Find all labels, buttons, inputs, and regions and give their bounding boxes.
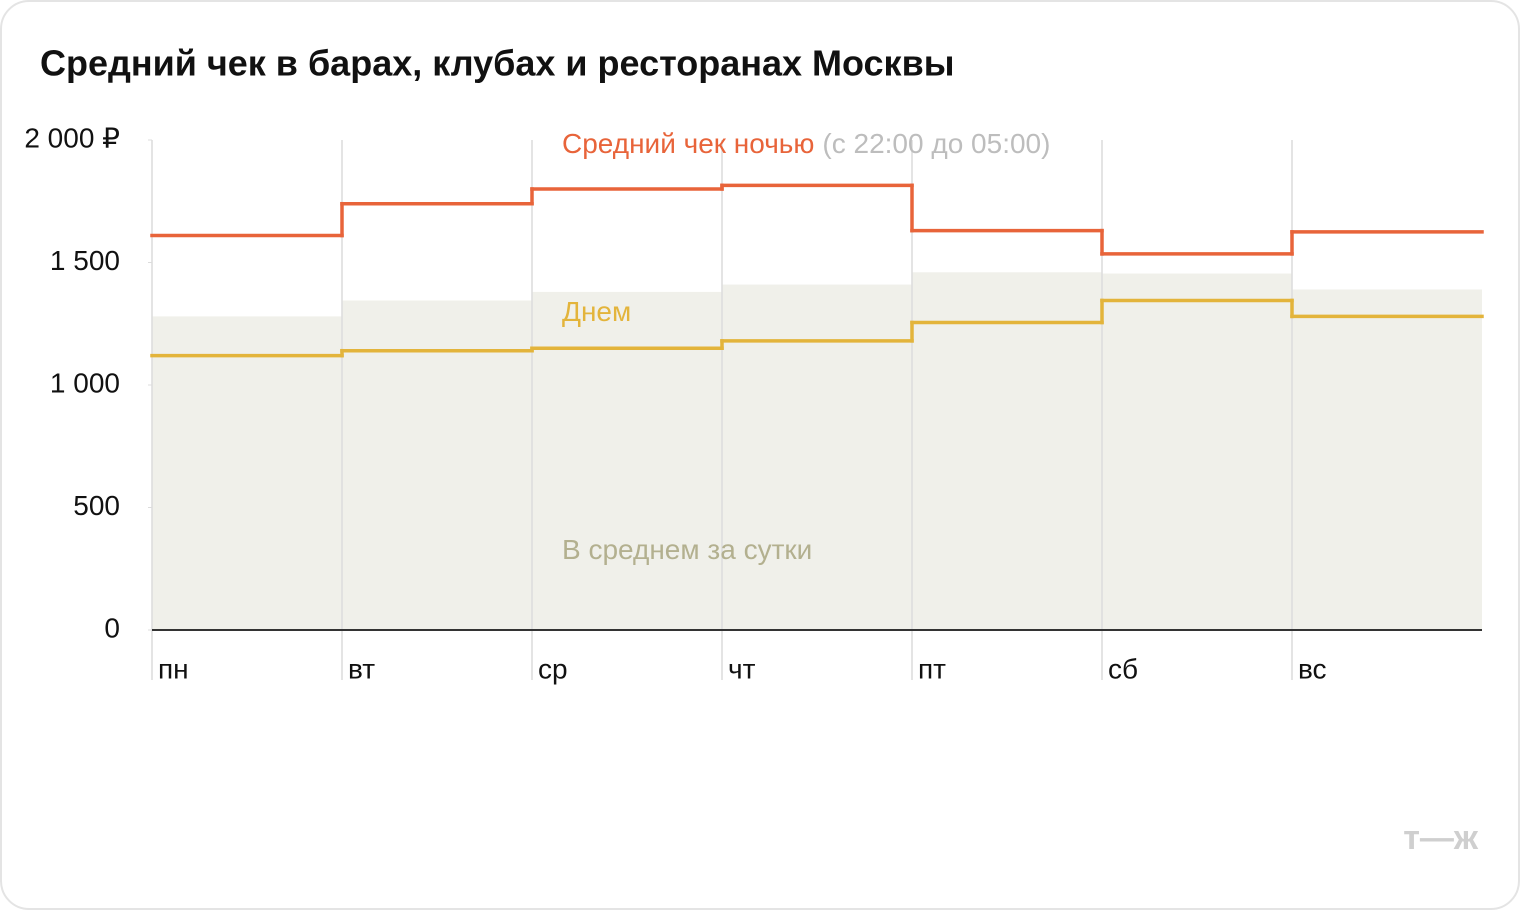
y-tick-label: 500 [73, 490, 120, 521]
x-tick-label: вт [348, 653, 375, 684]
series-name: Днем [562, 296, 631, 327]
series-label: В среднем за сутки [562, 534, 812, 565]
series-label: Днем [562, 296, 631, 327]
area-segment [1102, 273, 1292, 630]
series-label: Средний чек ночью (с 22:00 до 05:00) [562, 128, 1050, 159]
series-annotation: (с 22:00 до 05:00) [822, 128, 1050, 159]
series-name: Средний чек ночью [562, 128, 814, 159]
area-segment [722, 284, 912, 630]
x-tick-label: пт [918, 653, 946, 684]
area-segment [912, 272, 1102, 630]
x-tick-label: чт [728, 653, 756, 684]
area-segment [342, 300, 532, 630]
x-tick-label: вс [1298, 653, 1327, 684]
logo: т—ж [1403, 819, 1479, 857]
area-segment [532, 291, 722, 630]
x-tick-label: сб [1108, 653, 1138, 684]
y-tick-label: 0 [104, 612, 120, 643]
y-tick-label: 1 500 [50, 245, 120, 276]
x-tick-label: пн [158, 653, 189, 684]
y-tick-label: 2 000 ₽ [24, 122, 120, 153]
y-tick-label: 1 000 [50, 367, 120, 398]
series-name: В среднем за сутки [562, 534, 812, 565]
area-segment [1292, 289, 1482, 630]
chart-title: Средний чек в барах, клубах и ресторанах… [40, 43, 954, 84]
area-segment [152, 316, 342, 630]
x-tick-label: ср [538, 653, 568, 684]
